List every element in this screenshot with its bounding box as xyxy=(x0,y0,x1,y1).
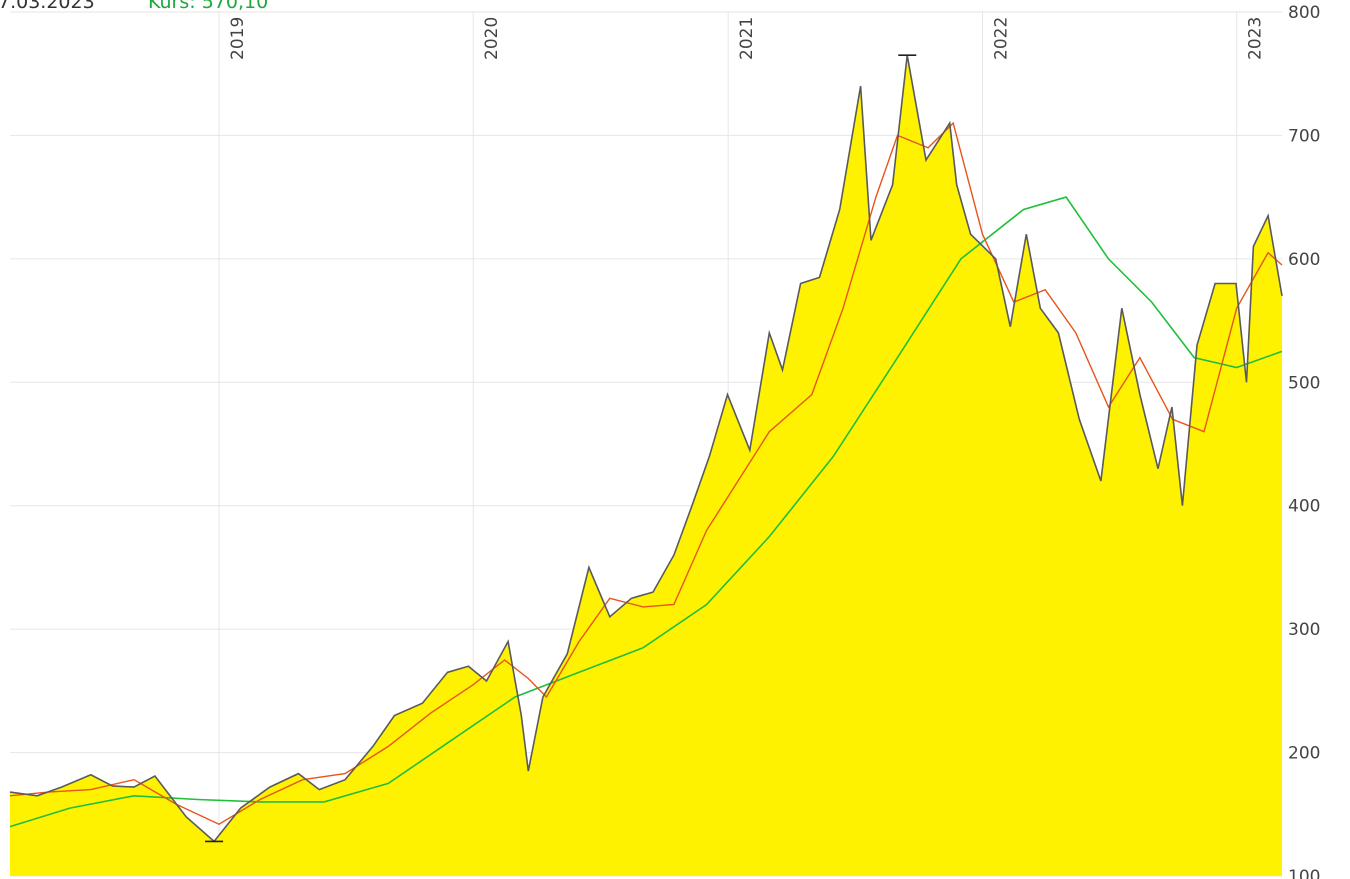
y-tick-label: 300 xyxy=(1288,620,1320,640)
extreme-markers xyxy=(205,54,917,843)
legend-date: 7.03.2023 xyxy=(0,0,95,13)
y-tick-label: 700 xyxy=(1288,126,1320,146)
x-tick-label: 2023 xyxy=(1246,17,1266,60)
y-tick-label: 200 xyxy=(1288,744,1320,764)
price-area xyxy=(10,55,1282,876)
x-tick-label: 2022 xyxy=(991,17,1011,60)
y-tick-label: 800 xyxy=(1288,3,1320,23)
x-axis-tick-labels: 2019 2020 2021 2022 2023 xyxy=(228,17,1266,60)
y-tick-label: 400 xyxy=(1288,497,1320,517)
price-line xyxy=(9,55,1283,843)
x-tick-label: 2021 xyxy=(737,17,757,60)
y-tick-label: 500 xyxy=(1288,373,1320,393)
y-tick-label: 600 xyxy=(1288,250,1320,270)
legend-price: Kurs: 570,10 xyxy=(148,0,269,13)
y-tick-label: 100 xyxy=(1288,867,1320,879)
y-axis-tick-labels: 100 200 300 400 500 600 700 800 xyxy=(1288,3,1320,879)
x-tick-label: 2019 xyxy=(228,17,248,60)
x-tick-label: 2020 xyxy=(482,17,502,60)
moving-average-short-line xyxy=(9,121,1283,825)
moving-average-long-line xyxy=(9,196,1283,828)
